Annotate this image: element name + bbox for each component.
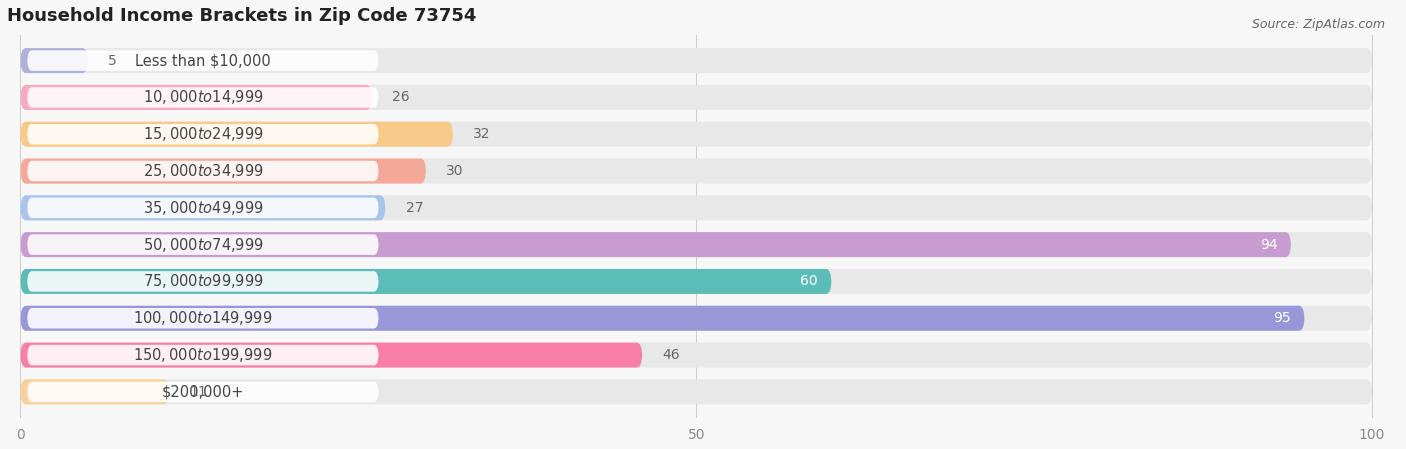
FancyBboxPatch shape (21, 343, 643, 368)
Text: $10,000 to $14,999: $10,000 to $14,999 (142, 88, 263, 106)
Text: $100,000 to $149,999: $100,000 to $149,999 (134, 309, 273, 327)
FancyBboxPatch shape (21, 269, 1372, 294)
Text: $25,000 to $34,999: $25,000 to $34,999 (142, 162, 263, 180)
FancyBboxPatch shape (21, 195, 1372, 220)
FancyBboxPatch shape (21, 232, 1291, 257)
Text: 11: 11 (190, 385, 207, 399)
FancyBboxPatch shape (21, 343, 1372, 368)
Text: $50,000 to $74,999: $50,000 to $74,999 (142, 236, 263, 254)
FancyBboxPatch shape (27, 382, 378, 402)
FancyBboxPatch shape (21, 306, 1305, 331)
Text: 46: 46 (662, 348, 681, 362)
FancyBboxPatch shape (27, 198, 378, 218)
Text: 30: 30 (446, 164, 464, 178)
FancyBboxPatch shape (27, 234, 378, 255)
FancyBboxPatch shape (21, 85, 371, 110)
FancyBboxPatch shape (21, 195, 385, 220)
Text: 27: 27 (406, 201, 423, 215)
FancyBboxPatch shape (27, 161, 378, 181)
FancyBboxPatch shape (27, 308, 378, 329)
FancyBboxPatch shape (27, 124, 378, 145)
FancyBboxPatch shape (21, 379, 169, 405)
Text: 26: 26 (392, 90, 409, 105)
FancyBboxPatch shape (21, 48, 1372, 73)
FancyBboxPatch shape (21, 232, 1372, 257)
FancyBboxPatch shape (21, 158, 426, 184)
FancyBboxPatch shape (21, 306, 1372, 331)
FancyBboxPatch shape (27, 271, 378, 292)
Text: 60: 60 (800, 274, 818, 288)
Text: Less than $10,000: Less than $10,000 (135, 53, 271, 68)
Text: $75,000 to $99,999: $75,000 to $99,999 (142, 273, 263, 291)
Text: $200,000+: $200,000+ (162, 384, 245, 399)
Text: Source: ZipAtlas.com: Source: ZipAtlas.com (1251, 18, 1385, 31)
Text: 94: 94 (1260, 238, 1278, 251)
FancyBboxPatch shape (21, 85, 1372, 110)
Text: 5: 5 (108, 53, 117, 68)
FancyBboxPatch shape (27, 87, 378, 108)
Text: Household Income Brackets in Zip Code 73754: Household Income Brackets in Zip Code 73… (7, 7, 477, 25)
FancyBboxPatch shape (21, 48, 89, 73)
FancyBboxPatch shape (27, 345, 378, 365)
FancyBboxPatch shape (21, 379, 1372, 405)
FancyBboxPatch shape (21, 122, 453, 147)
Text: 32: 32 (474, 127, 491, 141)
Text: $150,000 to $199,999: $150,000 to $199,999 (134, 346, 273, 364)
Text: $15,000 to $24,999: $15,000 to $24,999 (142, 125, 263, 143)
FancyBboxPatch shape (21, 122, 1372, 147)
Text: 95: 95 (1274, 311, 1291, 325)
FancyBboxPatch shape (21, 158, 1372, 184)
Text: $35,000 to $49,999: $35,000 to $49,999 (142, 199, 263, 217)
FancyBboxPatch shape (21, 269, 831, 294)
FancyBboxPatch shape (27, 50, 378, 71)
